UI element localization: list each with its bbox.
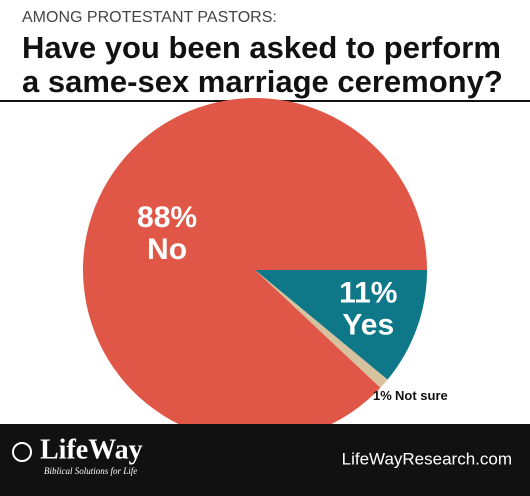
pie-slice <box>255 270 427 380</box>
logo-icon <box>12 442 32 462</box>
value-label: 1% <box>373 388 392 403</box>
footer-bar <box>0 424 530 496</box>
category-label: No <box>147 233 187 266</box>
chart-title: a same-sex marriage ceremony? <box>22 64 503 99</box>
pie-slice <box>82 97 427 443</box>
pie-slice <box>255 270 388 388</box>
footer-url: LifeWayResearch.com <box>342 449 512 468</box>
pie: 11%Yes 1% Not sure 88%No <box>82 97 448 443</box>
chart-title: Have you been asked to perform <box>22 30 501 65</box>
category-label: Not sure <box>395 388 448 403</box>
value-label: 88% <box>137 201 197 234</box>
footer-logo: LifeWay <box>40 434 143 465</box>
footer-tagline: Biblical Solutions for Life <box>44 466 137 476</box>
value-label: 11% <box>339 277 397 310</box>
category-label: Yes <box>342 309 394 342</box>
chart-subtitle: AMONG PROTESTANT PASTORS: <box>22 9 277 26</box>
